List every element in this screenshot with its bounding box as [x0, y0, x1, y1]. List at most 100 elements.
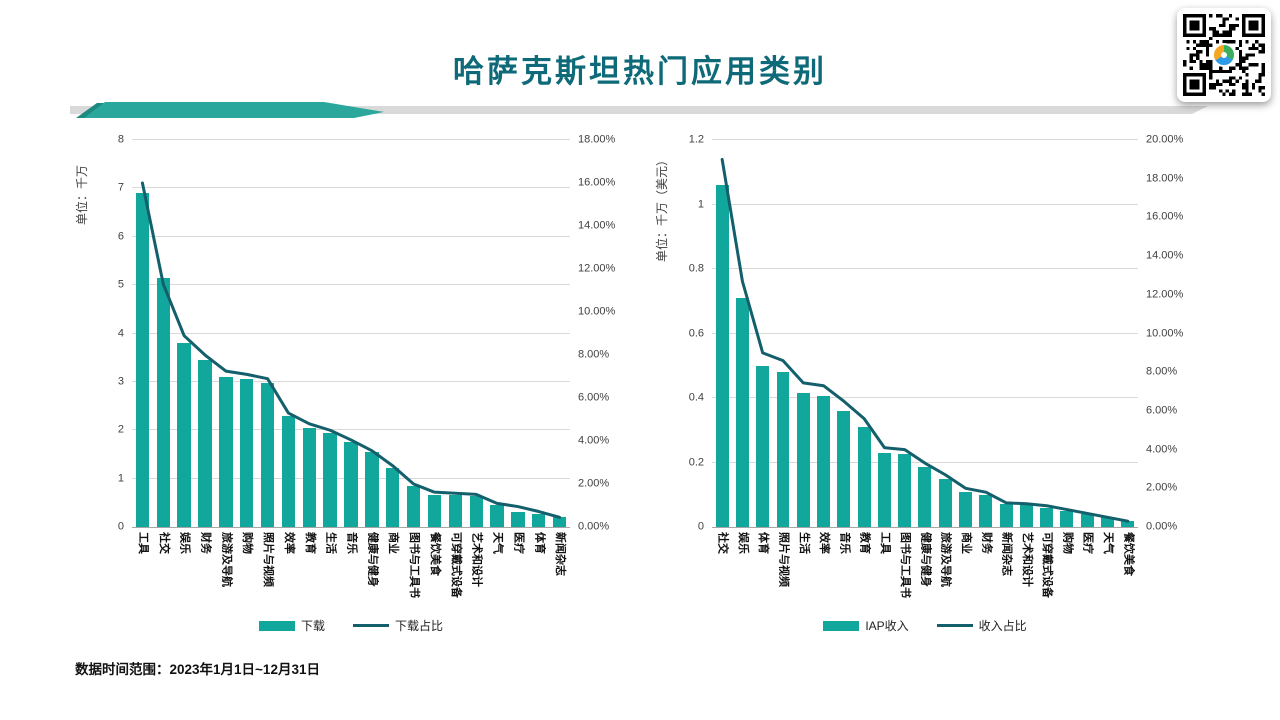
category-label: 图书与工具书 [899, 532, 912, 598]
bar [796, 393, 810, 527]
plot-area [712, 139, 1138, 528]
category-cell: 新闻杂志 [549, 532, 570, 576]
category-label: 效率 [818, 532, 831, 554]
qr-code [1177, 8, 1271, 102]
bar [1101, 517, 1114, 527]
bar-slot [915, 140, 935, 527]
category-cell: 图书与工具书 [895, 532, 915, 598]
category-cell: 效率 [278, 532, 299, 554]
category-cell: 购物 [1057, 532, 1077, 554]
gridline [132, 380, 570, 382]
bar [857, 427, 871, 527]
bar-slot [976, 140, 996, 527]
category-label: 照片与视频 [262, 532, 275, 587]
title-underline-teal-shape [84, 102, 384, 118]
category-label: 教育 [303, 532, 316, 554]
bar-slot [403, 140, 424, 527]
category-label: 购物 [1061, 532, 1074, 554]
bar [406, 485, 421, 527]
bar-slot [424, 140, 445, 527]
y-axis-tick-label: 4 [117, 327, 124, 339]
bar [260, 382, 275, 527]
bar [756, 365, 770, 527]
category-label: 效率 [282, 532, 295, 554]
y-axis-tick-label: 3 [117, 375, 124, 388]
bar-slot [257, 140, 278, 527]
y-axis-tick-label: 5 [117, 278, 124, 291]
y-axis-right-labels: 0.00% 2.00% 4.00% 6.00% 8.00% 10.00% 12.00% 14.… [1146, 134, 1198, 532]
bar [281, 415, 296, 527]
category-label: 教育 [858, 532, 871, 554]
bar-slot [195, 140, 216, 527]
y-axis-left-labels: 0 1 2 3 4 5 6 7 8 [75, 134, 124, 532]
category-label: 音乐 [838, 532, 851, 554]
y-axis-tick-label: 8 [117, 133, 124, 146]
category-cell: 教育 [299, 532, 320, 554]
bar [898, 454, 912, 527]
y-axis-tick-label: 1.2 [688, 133, 704, 146]
bar-slot [487, 140, 508, 527]
category-cell: 新闻杂志 [996, 532, 1016, 576]
category-cell: 照片与视频 [773, 532, 793, 587]
plot-area [132, 139, 570, 528]
category-label: 商业 [387, 532, 400, 554]
bar [715, 185, 729, 527]
bar-slot [278, 140, 299, 527]
bar [469, 495, 483, 527]
y-axis-tick-label: 0.8 [688, 262, 704, 275]
category-cell: 财务 [976, 532, 996, 554]
category-cell: 工具 [132, 532, 153, 554]
category-label: 旅游及导航 [939, 532, 952, 587]
bar-slot [874, 140, 894, 527]
gridline [712, 139, 1138, 140]
category-label: 健康与健身 [366, 532, 379, 587]
category-label: 工具 [136, 532, 149, 554]
category-cell: 图书与工具书 [403, 532, 424, 598]
line-series [712, 140, 1138, 527]
secondary-y-axis-tick-label: 14.00% [1146, 249, 1184, 262]
gridline [712, 203, 1138, 205]
category-cell: 旅游及导航 [935, 532, 955, 587]
category-label: 商业 [960, 532, 973, 554]
category-cell: 工具 [874, 532, 894, 554]
bar [938, 478, 952, 527]
bar [1040, 507, 1054, 527]
category-cell: 可穿戴式设备 [1037, 532, 1057, 598]
chart-legend: 下载 下载占比 [132, 617, 570, 634]
gridline [132, 332, 570, 334]
bar [302, 427, 316, 527]
y-axis-left-labels: 0 0.2 0.4 0.6 0.8 1 1.2 [655, 134, 704, 532]
category-label: 新闻杂志 [1000, 532, 1013, 576]
category-cell: 医疗 [507, 532, 528, 554]
category-label: 医疗 [512, 532, 525, 554]
y-axis-tick-label: 0 [697, 520, 704, 533]
bar [735, 298, 749, 527]
bar-slot [935, 140, 955, 527]
bar-slot [1037, 140, 1057, 527]
bar [1080, 514, 1094, 527]
qr-pattern [1183, 14, 1265, 96]
category-label: 医疗 [1081, 532, 1094, 554]
bar-slot [320, 140, 341, 527]
category-label: 体育 [533, 532, 546, 554]
legend-line-swatch [353, 624, 389, 627]
legend-item: 下载占比 [353, 617, 443, 634]
y-axis-right-labels: 0.00% 2.00% 4.00% 6.00% 8.00% 10.00% 12.00% 14.… [578, 134, 630, 532]
bar-slot [813, 140, 833, 527]
bar-slot [132, 140, 153, 527]
bar-slot [895, 140, 915, 527]
secondary-y-axis-tick-label: 0.00% [1146, 520, 1178, 533]
iap-revenue-chart: 单位：千万（美元） 0 0.2 0.4 0.6 0.8 1 1.2 0.00% 2.00% 4.… [655, 130, 1195, 636]
bar-slot [1016, 140, 1036, 527]
bar [386, 467, 400, 527]
category-cell: 音乐 [834, 532, 854, 554]
secondary-y-axis-tick-label: 4.00% [578, 434, 610, 447]
secondary-y-axis-tick-label: 18.00% [578, 133, 616, 146]
bar [1060, 510, 1074, 527]
category-cell: 购物 [236, 532, 257, 554]
bar-slot [793, 140, 813, 527]
category-cell: 照片与视频 [257, 532, 278, 587]
bar [1121, 520, 1135, 527]
bar-slot [299, 140, 320, 527]
bar-slot [1057, 140, 1077, 527]
